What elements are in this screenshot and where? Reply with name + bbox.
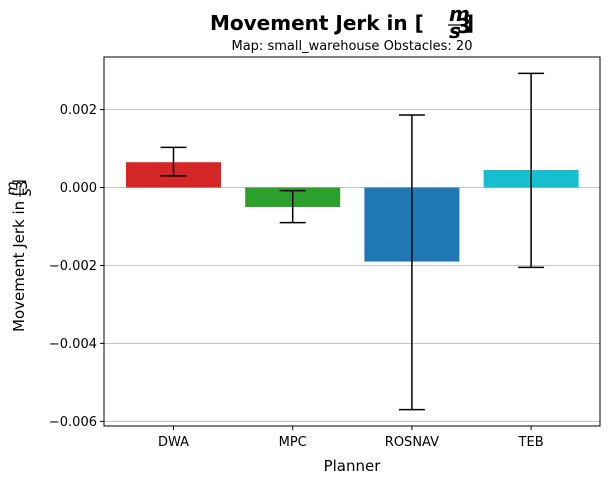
y-axis-label-text: Movement Jerk in [ — [10, 190, 28, 332]
bars — [126, 162, 579, 262]
x-tick-label: ROSNAV — [385, 435, 439, 450]
chart-title-unit-numerator: m — [449, 2, 470, 26]
x-axis-label: Planner — [324, 457, 382, 475]
y-tick-label: 0.000 — [60, 181, 97, 196]
gridlines — [104, 109, 600, 422]
chart-title-text: Movement Jerk in [ — [210, 11, 424, 35]
x-tick-label: DWA — [158, 435, 189, 450]
x-axis-ticks: DWA MPC ROSNAV TEB — [158, 426, 544, 450]
y-tick-label: −0.002 — [49, 259, 97, 274]
chart-title: Movement Jerk in [ m s 3 ] — [210, 2, 474, 43]
y-axis-label-close: ] — [10, 179, 28, 185]
y-axis-label: Movement Jerk in [ m s 3 ] — [3, 179, 35, 332]
chart-title-unit-denominator: s — [449, 19, 461, 43]
chart-title-close: ] — [465, 11, 474, 35]
error-bars — [160, 72, 545, 411]
y-axis-label-unit-exponent: 3 — [13, 180, 31, 190]
y-tick-label: 0.002 — [60, 103, 97, 118]
chart-subtitle: Map: small_warehouse Obstacles: 20 — [232, 39, 473, 54]
y-tick-label: −0.004 — [49, 337, 97, 352]
y-axis-label-unit-denominator: s — [17, 188, 35, 196]
y-axis-ticks: 0.002 0.000 −0.002 −0.004 −0.006 — [49, 103, 104, 430]
x-tick-label: TEB — [518, 435, 544, 450]
y-tick-label: −0.006 — [49, 415, 97, 430]
x-tick-label: MPC — [279, 435, 307, 450]
plot-frame — [103, 56, 601, 427]
chart-title-unit-exponent: 3 — [457, 14, 471, 38]
y-axis-label-unit-numerator: m — [3, 181, 21, 196]
